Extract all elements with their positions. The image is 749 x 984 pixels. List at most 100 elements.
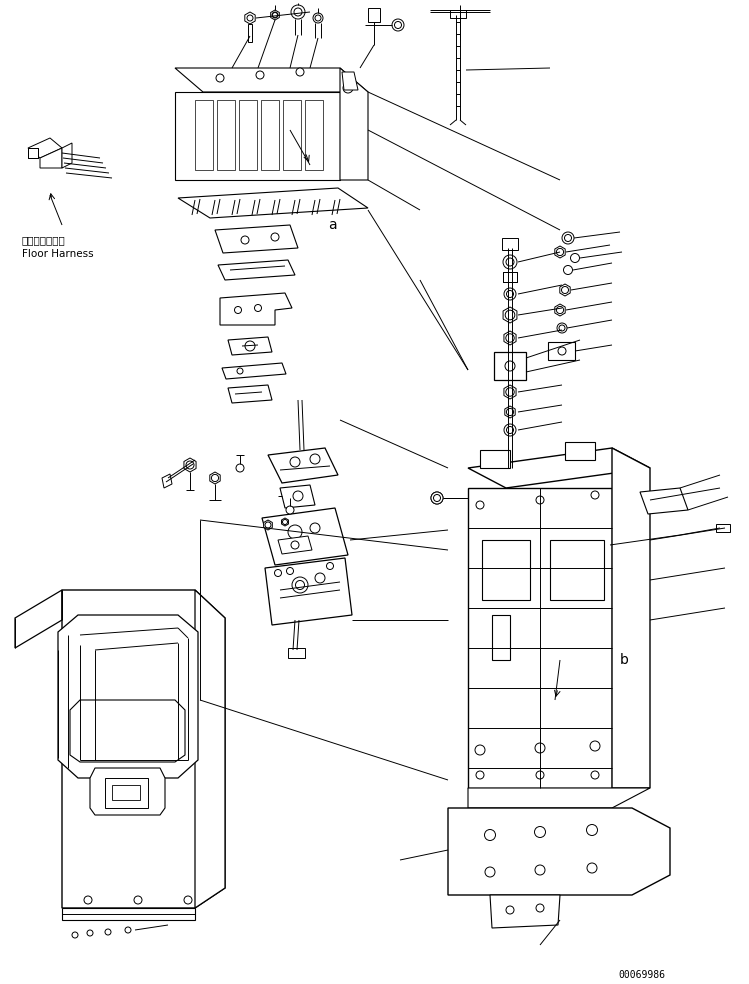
Polygon shape: [195, 590, 225, 908]
Circle shape: [434, 495, 440, 502]
Circle shape: [315, 573, 325, 583]
Polygon shape: [305, 100, 323, 170]
Polygon shape: [282, 518, 288, 526]
Polygon shape: [245, 12, 255, 24]
Polygon shape: [490, 895, 560, 928]
Polygon shape: [278, 536, 312, 554]
Circle shape: [234, 306, 241, 314]
Circle shape: [506, 258, 514, 266]
Text: Floor Harness: Floor Harness: [22, 249, 94, 259]
Circle shape: [256, 71, 264, 79]
Circle shape: [288, 525, 302, 539]
Polygon shape: [222, 363, 286, 379]
Circle shape: [310, 523, 320, 533]
Polygon shape: [264, 520, 273, 530]
Polygon shape: [502, 238, 518, 250]
Polygon shape: [640, 488, 688, 514]
Circle shape: [485, 867, 495, 877]
Polygon shape: [15, 590, 62, 648]
Circle shape: [536, 771, 544, 779]
Polygon shape: [178, 188, 368, 218]
Circle shape: [245, 341, 255, 351]
Circle shape: [296, 581, 305, 589]
Polygon shape: [228, 385, 272, 403]
Circle shape: [558, 347, 566, 355]
Polygon shape: [112, 785, 140, 800]
Polygon shape: [468, 788, 650, 808]
Polygon shape: [184, 458, 196, 472]
Polygon shape: [90, 768, 165, 815]
Polygon shape: [555, 246, 565, 258]
Polygon shape: [342, 72, 358, 90]
Circle shape: [505, 310, 515, 320]
Polygon shape: [560, 284, 570, 296]
Polygon shape: [62, 590, 225, 908]
Polygon shape: [716, 524, 730, 532]
Polygon shape: [482, 540, 530, 600]
Circle shape: [293, 491, 303, 501]
Circle shape: [286, 506, 294, 514]
Circle shape: [535, 743, 545, 753]
Circle shape: [134, 896, 142, 904]
Polygon shape: [162, 474, 172, 488]
Circle shape: [590, 741, 600, 751]
Polygon shape: [548, 342, 575, 360]
Text: b: b: [620, 653, 629, 667]
Circle shape: [291, 5, 305, 19]
Circle shape: [273, 13, 277, 18]
Circle shape: [313, 13, 323, 23]
Circle shape: [255, 304, 261, 312]
Polygon shape: [555, 304, 565, 316]
Circle shape: [557, 323, 567, 333]
Circle shape: [571, 254, 580, 263]
Circle shape: [291, 541, 299, 549]
Circle shape: [310, 454, 320, 464]
Circle shape: [434, 495, 440, 502]
Circle shape: [274, 570, 282, 577]
Text: フロアハーネス: フロアハーネス: [22, 235, 66, 245]
Circle shape: [395, 22, 401, 29]
Circle shape: [563, 266, 572, 275]
Circle shape: [105, 929, 111, 935]
Polygon shape: [262, 508, 348, 565]
Circle shape: [535, 827, 545, 837]
Circle shape: [535, 865, 545, 875]
Polygon shape: [270, 10, 279, 20]
Text: 00069986: 00069986: [618, 970, 665, 980]
Circle shape: [290, 457, 300, 467]
Circle shape: [557, 306, 563, 314]
Polygon shape: [218, 260, 295, 280]
Circle shape: [431, 492, 443, 504]
Polygon shape: [265, 558, 352, 625]
Text: a: a: [328, 218, 336, 232]
Polygon shape: [468, 488, 612, 788]
Polygon shape: [504, 331, 516, 345]
Polygon shape: [28, 148, 38, 158]
Polygon shape: [494, 352, 526, 380]
Polygon shape: [62, 908, 195, 920]
Polygon shape: [283, 100, 301, 170]
Polygon shape: [228, 337, 272, 355]
Polygon shape: [480, 450, 510, 468]
Circle shape: [237, 368, 243, 374]
Polygon shape: [503, 272, 517, 282]
Polygon shape: [450, 10, 466, 18]
Circle shape: [485, 830, 496, 840]
Circle shape: [591, 491, 599, 499]
Polygon shape: [220, 293, 292, 325]
Polygon shape: [550, 540, 604, 600]
Circle shape: [475, 745, 485, 755]
Circle shape: [431, 492, 443, 504]
Circle shape: [506, 334, 515, 342]
Circle shape: [506, 290, 514, 297]
Circle shape: [591, 771, 599, 779]
Polygon shape: [340, 68, 368, 180]
Circle shape: [506, 426, 514, 434]
Circle shape: [327, 563, 333, 570]
Polygon shape: [612, 448, 650, 788]
Circle shape: [87, 930, 93, 936]
Polygon shape: [268, 448, 338, 483]
Polygon shape: [468, 448, 650, 488]
Circle shape: [587, 863, 597, 873]
Circle shape: [216, 74, 224, 82]
